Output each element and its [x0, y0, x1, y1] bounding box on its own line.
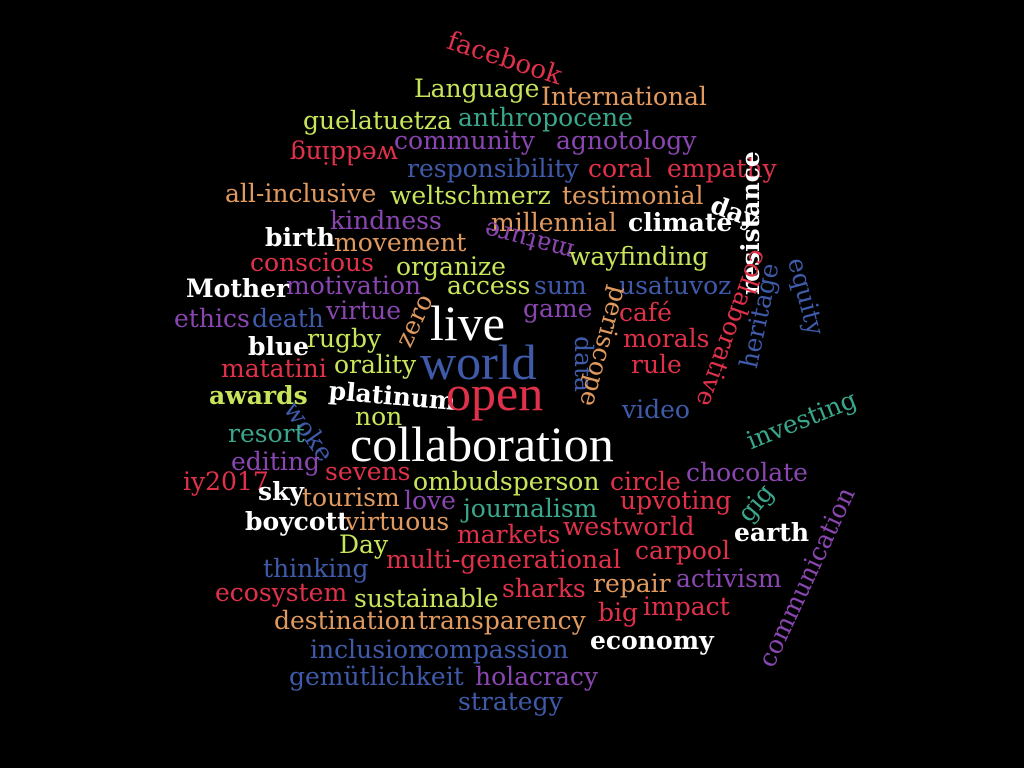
word-editing: editing — [231, 447, 320, 476]
word-non: non — [355, 402, 403, 431]
word-collaboration: collaboration — [350, 416, 614, 472]
word-resort: resort — [228, 419, 305, 448]
word-economy: economy — [590, 626, 714, 655]
word-rugby: rugby — [307, 324, 382, 353]
word-virtuous: virtuous — [345, 507, 450, 536]
word-climate: climate — [628, 208, 733, 237]
word-access: access — [447, 271, 531, 300]
word-wedding: wedding — [289, 140, 398, 169]
word-impact: impact — [643, 592, 730, 621]
word-agnotology: agnotology — [556, 126, 697, 155]
word-boycott: boycott — [245, 507, 349, 536]
word-world: world — [420, 334, 537, 390]
word-tourism: tourism — [302, 483, 400, 512]
word-conscious: conscious — [250, 248, 374, 277]
word-multi-generational: multi-generational — [386, 545, 621, 574]
word-holacracy: holacracy — [475, 662, 599, 691]
word-movement: movement — [334, 228, 467, 257]
word-all-inclusive: all-inclusive — [225, 179, 377, 208]
word-big: big — [598, 598, 639, 627]
word-usatuvoz: usatuvoz — [619, 271, 732, 300]
word-kindness: kindness — [330, 206, 442, 235]
word-iy2017: iy2017 — [183, 467, 269, 496]
word-inclusion: inclusion — [310, 635, 425, 664]
word-orality: orality — [334, 350, 417, 379]
word-equity: equity — [781, 254, 831, 339]
word-video: video — [622, 395, 690, 424]
word-death: death — [252, 304, 324, 333]
word-ecosystem: ecosystem — [215, 578, 348, 607]
word-virtue: virtue — [326, 296, 402, 325]
word-sum: sum — [534, 271, 587, 300]
word-game: game — [523, 294, 593, 323]
word-circle: circle — [610, 467, 681, 496]
word-organize: organize — [396, 252, 506, 281]
word-testimonial: testimonial — [562, 181, 704, 210]
word-blue: blue — [248, 332, 310, 361]
word-matatini: matatini — [221, 354, 327, 383]
word-ombudsperson: ombudsperson — [413, 467, 600, 496]
word-activism: activism — [676, 564, 782, 593]
word-compassion: compassion — [420, 635, 569, 664]
word-gemutlichkeit: gemütlichkeit — [289, 662, 464, 691]
word-markets: markets — [457, 520, 561, 549]
word-cafe: café — [619, 298, 672, 327]
word-birth: birth — [265, 223, 335, 252]
word-carpool: carpool — [635, 536, 730, 565]
word-motivation: motivation — [286, 271, 422, 300]
word-thinking: thinking — [263, 554, 369, 583]
word-anthropocene: anthropocene — [458, 103, 633, 132]
word-responsibility: responsibility — [407, 154, 579, 183]
word-live: live — [430, 295, 505, 351]
word-guelatuetza: guelatuetza — [303, 106, 452, 135]
word-community: community — [394, 126, 535, 155]
word-transparency: transparency — [418, 606, 586, 635]
word-sevens: sevens — [325, 457, 411, 486]
word-sky: sky — [258, 477, 304, 506]
word-repair: repair — [593, 569, 671, 598]
word-weltschmerz: weltschmerz — [390, 181, 551, 210]
word-open: open — [446, 365, 544, 421]
word-awards: awards — [209, 381, 308, 410]
word-international: International — [541, 82, 707, 111]
word-coral: coral — [588, 154, 652, 183]
word-mother: Mother — [186, 274, 290, 303]
word-day: Day — [339, 530, 389, 559]
word-westworld: westworld — [563, 512, 695, 541]
word-language: Language — [414, 74, 540, 103]
word-upvoting: upvoting — [620, 486, 732, 515]
word-rule: rule — [631, 350, 682, 379]
word-wayfinding: wayfinding — [569, 242, 709, 271]
word-strategy: strategy — [458, 687, 563, 716]
word-empathy: empathy — [667, 154, 777, 183]
word-journalism: journalism — [463, 494, 598, 523]
word-earth: earth — [734, 518, 809, 547]
word-ethics: ethics — [174, 304, 250, 333]
word-millennial: millennial — [491, 208, 617, 237]
word-sustainable: sustainable — [354, 584, 499, 613]
word-investing: investing — [742, 384, 861, 456]
word-morals: morals — [623, 324, 710, 353]
word-sharks: sharks — [502, 574, 586, 603]
word-love: love — [404, 486, 456, 515]
word-destination: destination — [274, 606, 416, 635]
word-chocolate: chocolate — [686, 458, 808, 487]
